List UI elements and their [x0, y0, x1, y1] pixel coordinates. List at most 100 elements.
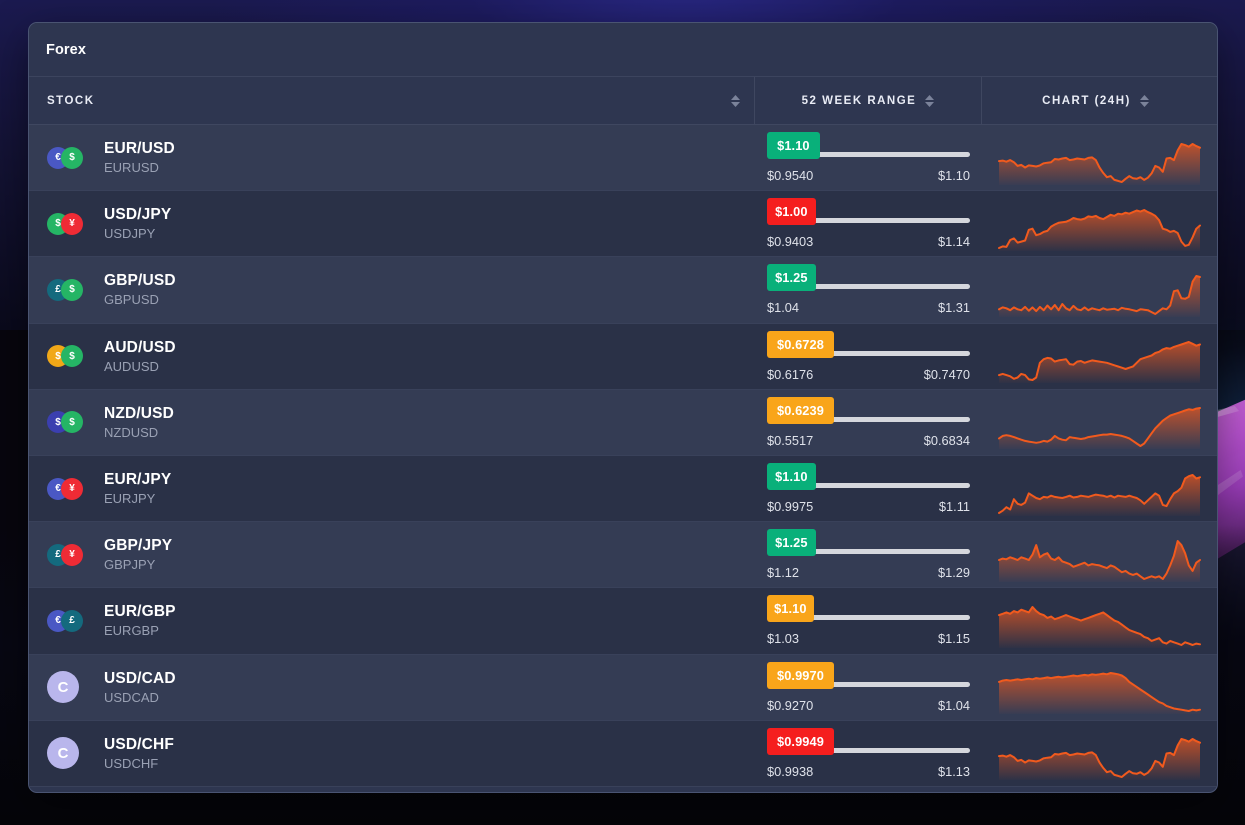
range-cell: $1.25 $1.04 $1.31: [755, 257, 982, 322]
chart-cell[interactable]: [982, 655, 1217, 720]
current-price-badge: $1.25: [767, 529, 816, 557]
currency-pair-icons: € £: [47, 606, 91, 636]
range-slider[interactable]: $0.9949: [767, 727, 970, 758]
stock-cell[interactable]: $ $ AUD/USD AUDUSD: [29, 324, 755, 389]
range-slider[interactable]: $1.00: [767, 198, 970, 228]
current-price-badge: $1.00: [767, 198, 816, 226]
dollar-coin-icon: $: [61, 146, 83, 169]
range-slider[interactable]: $0.6239: [767, 396, 970, 427]
column-header-chart-24h[interactable]: CHART (24H): [982, 77, 1217, 124]
range-track: [767, 615, 970, 621]
table-row[interactable]: € $ EUR/USD EURUSD $1.10 $0.9540 $1.10: [29, 125, 1217, 192]
chart-cell[interactable]: [982, 522, 1217, 587]
stock-cell[interactable]: $ $ NZD/USD NZDUSD: [29, 390, 755, 455]
table-body: € $ EUR/USD EURUSD $1.10 $0.9540 $1.10 $ ¥ USD/JP…: [29, 125, 1217, 792]
column-header-stock[interactable]: STOCK: [29, 77, 755, 124]
table-row[interactable]: C USD/CHF USDCHF $0.9949 $0.9938 $1.13: [29, 720, 1217, 787]
table-row[interactable]: € £ EUR/GBP EURGBP $1.10 $1.03 $1.15: [29, 588, 1217, 655]
chart-cell[interactable]: [982, 456, 1217, 521]
chart-cell[interactable]: [982, 125, 1217, 190]
table-header-row: STOCK 52 WEEK RANGE CHART (24H): [29, 77, 1217, 125]
stock-cell[interactable]: $ ¥ USD/JPY USDJPY: [29, 191, 755, 256]
range-slider[interactable]: $1.10: [767, 595, 970, 625]
page-title: Forex: [46, 41, 86, 58]
pair-name: EUR/GBP: [104, 603, 176, 621]
column-header-range-label: 52 WEEK RANGE: [801, 94, 917, 107]
stock-cell[interactable]: £ ¥ GBP/JPY GBPJPY: [29, 522, 755, 587]
stock-names: USD/CHF USDCHF: [104, 736, 174, 771]
currency-pair-icons: $ $: [47, 407, 91, 437]
table-row[interactable]: € ¥ EUR/JPY EURJPY $1.10 $0.9975 $1.11: [29, 455, 1217, 523]
range-max: $1.11: [938, 499, 970, 515]
range-minmax: $1.04 $1.31: [767, 300, 970, 315]
chart-cell[interactable]: [982, 257, 1217, 322]
stock-cell[interactable]: C USD/CAD USDCAD: [29, 655, 755, 720]
column-header-stock-label: STOCK: [47, 94, 95, 107]
sort-chevrons-icon[interactable]: [925, 94, 935, 107]
chart-cell[interactable]: [982, 588, 1217, 653]
dollar-coin-icon: $: [61, 345, 83, 368]
range-cell: $0.9949 $0.9938 $1.13: [755, 721, 982, 786]
range-cell: $1.00 $0.9403 $1.14: [755, 191, 982, 256]
forex-card: Forex STOCK 52 WEEK RANGE CHART (24H) € $…: [28, 22, 1218, 793]
range-track: [767, 284, 970, 290]
table-row[interactable]: £ ¥ GBP/JPY GBPJPY $1.25 $1.12 $1.29: [29, 522, 1217, 589]
stock-cell[interactable]: C USD/CHF USDCHF: [29, 721, 755, 786]
table-row[interactable]: $ $ AUD/USD AUDUSD $0.6728 $0.6176 $0.7470: [29, 323, 1217, 390]
stock-names: USD/JPY USDJPY: [104, 206, 171, 241]
range-slider[interactable]: $1.10: [767, 132, 970, 162]
currency-pair-icons: C: [47, 737, 91, 770]
range-slider[interactable]: $0.6728: [767, 330, 970, 361]
sort-chevrons-icon[interactable]: [1139, 94, 1149, 107]
table-row[interactable]: $ ¥ USD/JPY USDJPY $1.00 $0.9403 $1.14: [29, 191, 1217, 258]
range-max: $1.13: [937, 763, 970, 779]
pair-ticker: USDJPY: [104, 226, 156, 242]
pair-name: GBP/USD: [104, 272, 176, 290]
range-slider[interactable]: $0.9970: [767, 661, 970, 692]
range-track: [767, 416, 970, 422]
range-max: $1.10: [937, 168, 970, 184]
currency-pair-icons: € $: [47, 143, 91, 173]
stock-cell[interactable]: € ¥ EUR/JPY EURJPY: [29, 456, 755, 521]
table-row[interactable]: $ $ NZD/USD NZDUSD $0.6239 $0.5517 $0.6834: [29, 389, 1217, 456]
range-track: [767, 350, 970, 356]
chart-cell[interactable]: [982, 721, 1217, 786]
range-min: $1.03: [767, 631, 800, 647]
pair-name: AUD/USD: [104, 338, 176, 356]
sort-chevrons-icon[interactable]: [731, 94, 740, 107]
stock-cell[interactable]: € £ EUR/GBP EURGBP: [29, 588, 755, 653]
current-price-badge: $1.10: [767, 595, 814, 623]
pair-ticker: EURJPY: [104, 491, 156, 507]
range-slider[interactable]: $1.25: [767, 529, 970, 559]
range-minmax: $0.6176 $0.7470: [767, 367, 970, 382]
stock-cell[interactable]: € $ EUR/USD EURUSD: [29, 125, 755, 190]
current-price-badge: $1.10: [767, 463, 816, 491]
range-cell: $0.9970 $0.9270 $1.04: [755, 655, 982, 720]
table-row[interactable]: C USD/CAD USDCAD $0.9970 $0.9270 $1.04: [29, 654, 1217, 721]
range-min: $0.5517: [767, 432, 814, 448]
chart-cell[interactable]: [982, 324, 1217, 389]
range-track: [767, 549, 970, 555]
range-min: $0.9938: [767, 763, 814, 779]
yen-coin-icon: ¥: [61, 212, 83, 235]
pair-ticker: USDCHF: [104, 755, 159, 771]
current-price-badge: $1.25: [767, 264, 816, 292]
pair-name: USD/CHF: [104, 735, 174, 753]
chart-cell[interactable]: [982, 191, 1217, 256]
currency-pair-icons: € ¥: [47, 474, 91, 504]
stock-names: EUR/USD EURUSD: [104, 140, 175, 175]
range-min: $0.9403: [767, 234, 814, 250]
range-max: $1.14: [937, 234, 970, 250]
table-row[interactable]: £ $ GBP/USD GBPUSD $1.25 $1.04 $1.31: [29, 257, 1217, 324]
range-slider[interactable]: $1.10: [767, 463, 970, 493]
range-minmax: $0.9975 $1.11: [767, 499, 970, 514]
range-slider[interactable]: $1.25: [767, 264, 970, 294]
range-track: [767, 483, 970, 489]
pair-ticker: GBPUSD: [104, 292, 159, 308]
range-track: [767, 218, 970, 224]
pound-coin-icon: £: [61, 609, 83, 632]
column-header-52-week-range[interactable]: 52 WEEK RANGE: [755, 77, 982, 124]
stock-cell[interactable]: £ $ GBP/USD GBPUSD: [29, 257, 755, 322]
chart-cell[interactable]: [982, 390, 1217, 455]
range-max: $1.31: [937, 300, 970, 316]
